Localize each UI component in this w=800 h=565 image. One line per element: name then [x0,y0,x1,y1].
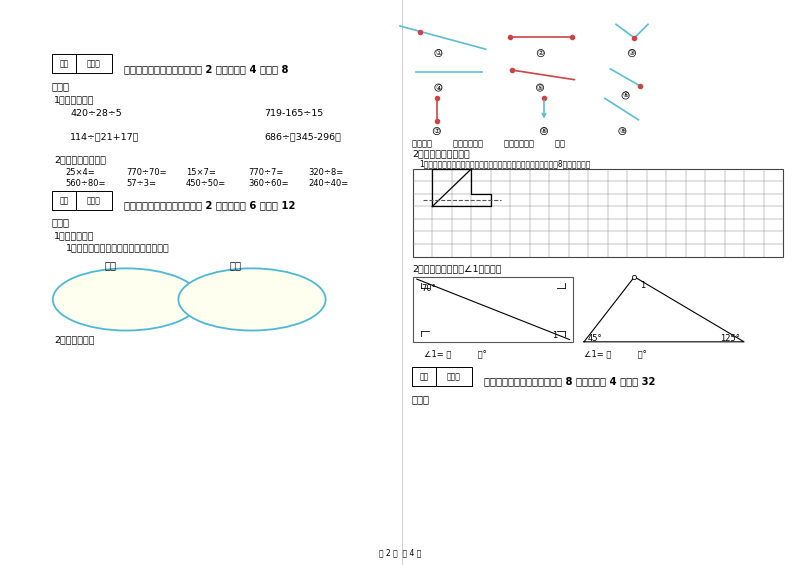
Text: 直线有（        ），射线有（        ），线段有（        ）。: 直线有（ ），射线有（ ），线段有（ ）。 [412,139,565,148]
Text: 320÷8=: 320÷8= [308,168,343,177]
Bar [436,367,472,386]
Text: ⑤: ⑤ [537,85,543,90]
Text: 锐角: 锐角 [104,260,117,271]
Text: 1: 1 [553,331,558,340]
Text: 四、看清题目，细心计算（共 2 小题，每题 4 分，共 8: 四、看清题目，细心计算（共 2 小题，每题 4 分，共 8 [124,64,289,74]
Text: ⑨: ⑨ [619,128,626,134]
Text: 70°: 70° [421,284,435,293]
Text: 1、综合训练。: 1、综合训练。 [54,232,95,241]
Text: 2、直接写出得数。: 2、直接写出得数。 [54,155,106,164]
Text: 得分: 得分 [59,196,69,205]
Text: 45°: 45° [587,334,602,343]
Text: 评卷人: 评卷人 [447,372,461,381]
Text: 686÷（345-296）: 686÷（345-296） [264,132,341,141]
Text: 2、画一画，算一算。: 2、画一画，算一算。 [412,150,470,159]
Text: 125°: 125° [720,334,740,343]
Text: 15×7=: 15×7= [186,168,215,177]
Text: 360÷60=: 360÷60= [248,179,289,188]
Text: 得分: 得分 [419,372,429,381]
Text: 57÷3=: 57÷3= [126,179,157,188]
Text: 770÷7=: 770÷7= [248,168,283,177]
Bar [52,191,76,210]
Text: 分）。: 分）。 [52,81,70,92]
Text: 770÷70=: 770÷70= [126,168,167,177]
Ellipse shape [178,268,326,331]
Text: 分）。: 分）。 [52,218,70,228]
Bar [76,191,112,210]
Text: 五、认真思考，综合能力（共 2 小题，每题 6 分，共 12: 五、认真思考，综合能力（共 2 小题，每题 6 分，共 12 [124,201,295,211]
Text: 钝角: 钝角 [230,260,242,271]
Bar [76,54,112,73]
Text: ③: ③ [629,50,635,56]
Text: ⑧: ⑧ [541,128,547,134]
Text: 六、应用知识，解决问题（共 8 小题，每题 4 分，共 32: 六、应用知识，解决问题（共 8 小题，每题 4 分，共 32 [484,376,655,386]
Text: 1: 1 [640,281,645,290]
Text: 1、把下面的各角度数填入相应的圆里。: 1、把下面的各角度数填入相应的圆里。 [66,243,170,252]
Text: 114÷（21+17）: 114÷（21+17） [70,132,140,141]
Bar [52,54,76,73]
Text: 2、看图写出各图中∠1的度数。: 2、看图写出各图中∠1的度数。 [412,264,502,273]
Text: 2、看图填空。: 2、看图填空。 [54,336,95,345]
Text: 1、脱式计算。: 1、脱式计算。 [54,95,95,104]
Text: ④: ④ [435,85,442,90]
Text: 560÷80=: 560÷80= [66,179,106,188]
Text: 得分: 得分 [59,59,69,68]
Bar [412,367,436,386]
Ellipse shape [53,268,200,331]
Text: 1、画出这个轴对称图形的另一半，再画出这个轴对称图形向右平移8格后的图形。: 1、画出这个轴对称图形的另一半，再画出这个轴对称图形向右平移8格后的图形。 [419,159,590,168]
Bar [413,169,783,257]
Text: 25×4=: 25×4= [66,168,95,177]
Text: 评卷人: 评卷人 [87,196,101,205]
Text: ∠1= （          ）°: ∠1= （ ）° [424,349,486,358]
Text: ∠1= （          ）°: ∠1= （ ）° [584,349,646,358]
Text: ⑦: ⑦ [434,128,440,134]
Text: 分）。: 分）。 [412,394,430,404]
Bar [413,277,573,342]
Text: ②: ② [538,50,544,56]
Text: 420÷28÷5: 420÷28÷5 [70,108,122,118]
Text: 450÷50=: 450÷50= [186,179,226,188]
Text: 240÷40=: 240÷40= [308,179,348,188]
Text: 评卷人: 评卷人 [87,59,101,68]
Text: ①: ① [435,50,442,56]
Text: ⑥: ⑥ [622,93,629,98]
Text: 第 2 页  共 4 页: 第 2 页 共 4 页 [379,548,421,557]
Text: 719-165÷15: 719-165÷15 [264,108,323,118]
